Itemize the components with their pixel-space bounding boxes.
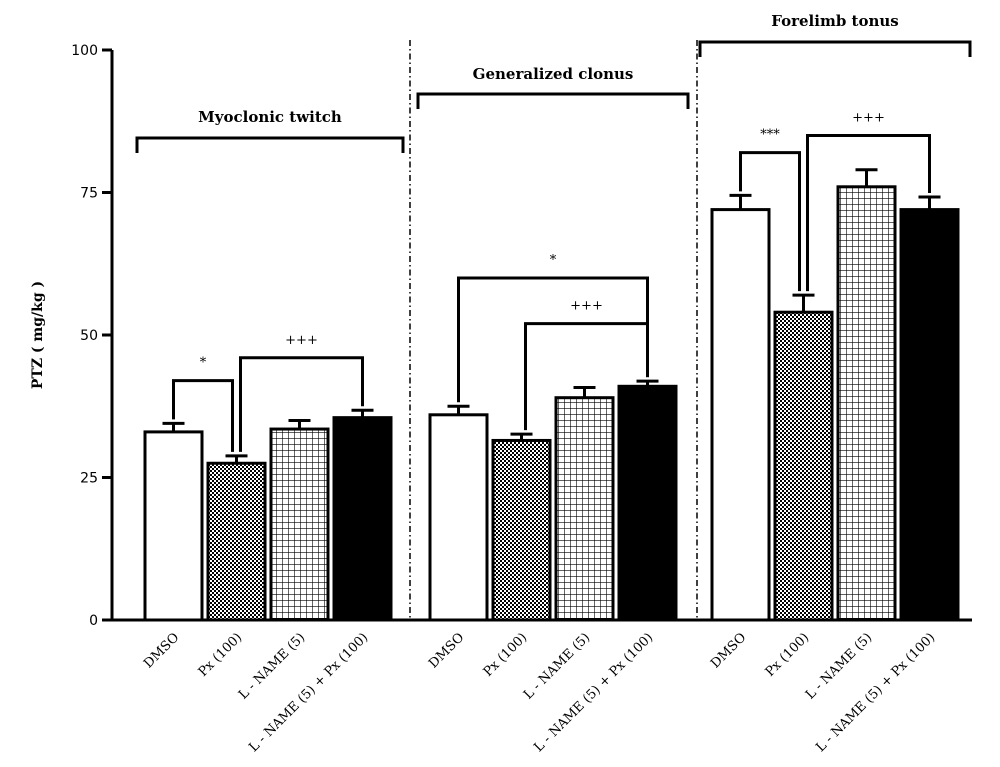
bar [710, 208, 771, 622]
x-tick-labels: DMSO Px (100)L - NAME (5)L - NAME (5) + P… [141, 630, 938, 755]
significance-bracket [239, 356, 364, 452]
group-bracket [135, 136, 405, 153]
bar [428, 413, 489, 622]
x-tick-label: Px (100) [481, 630, 531, 680]
significance-label: * [200, 356, 207, 371]
x-tick-label: DMSO [426, 630, 467, 671]
significance-brackets: *++++++****+++ [172, 111, 931, 452]
bar [332, 416, 393, 622]
significance-label: +++ [570, 299, 603, 314]
y-tick-label: 25 [80, 471, 98, 487]
x-tick-label: L - NAME (5) + Px (100) [531, 630, 656, 755]
bar [899, 208, 960, 622]
x-tick-label: L - NAME (5) [803, 630, 875, 702]
significance-bracket [457, 276, 649, 403]
x-tick-label: Px (100) [763, 630, 813, 680]
group-bracket [416, 92, 690, 109]
bar [491, 438, 552, 622]
bar [206, 461, 267, 622]
y-tick-label: 75 [80, 186, 98, 202]
significance-label: * [550, 253, 557, 268]
bar [836, 185, 897, 622]
y-tick-label: 0 [89, 613, 98, 629]
x-tick-label: L - NAME (5) + Px (100) [813, 630, 938, 755]
bar [773, 310, 834, 622]
group-title: Forelimb tonus [771, 12, 898, 30]
significance-label: *** [760, 128, 780, 143]
group-bracket [698, 40, 972, 57]
x-tick-label: L - NAME (5) [236, 630, 308, 702]
group-titles: Myoclonic twitch Generalized clonus Foreli… [135, 12, 972, 153]
significance-label: +++ [852, 111, 885, 126]
x-tick-label: L - NAME (5) [521, 630, 593, 702]
significance-bracket [172, 379, 234, 452]
bars [143, 168, 960, 622]
x-tick-label: DMSO [708, 630, 749, 671]
x-tick-label: Px (100) [196, 630, 246, 680]
x-tick-label: L - NAME (5) + Px (100) [246, 630, 371, 755]
group-dividers [409, 40, 698, 620]
significance-bracket [739, 151, 801, 292]
group-title: Myoclonic twitch [198, 108, 342, 126]
y-axis-label: PTZ ( mg/kg ) [30, 281, 46, 389]
bar [617, 384, 678, 622]
bar [269, 427, 330, 622]
bar [143, 430, 204, 622]
significance-bracket [806, 134, 931, 292]
y-tick-label: 100 [71, 43, 98, 59]
significance-label: +++ [285, 333, 318, 348]
group-title: Generalized clonus [473, 65, 634, 83]
x-tick-label: DMSO [141, 630, 182, 671]
y-tick-label: 50 [80, 328, 98, 344]
bar [554, 396, 615, 622]
